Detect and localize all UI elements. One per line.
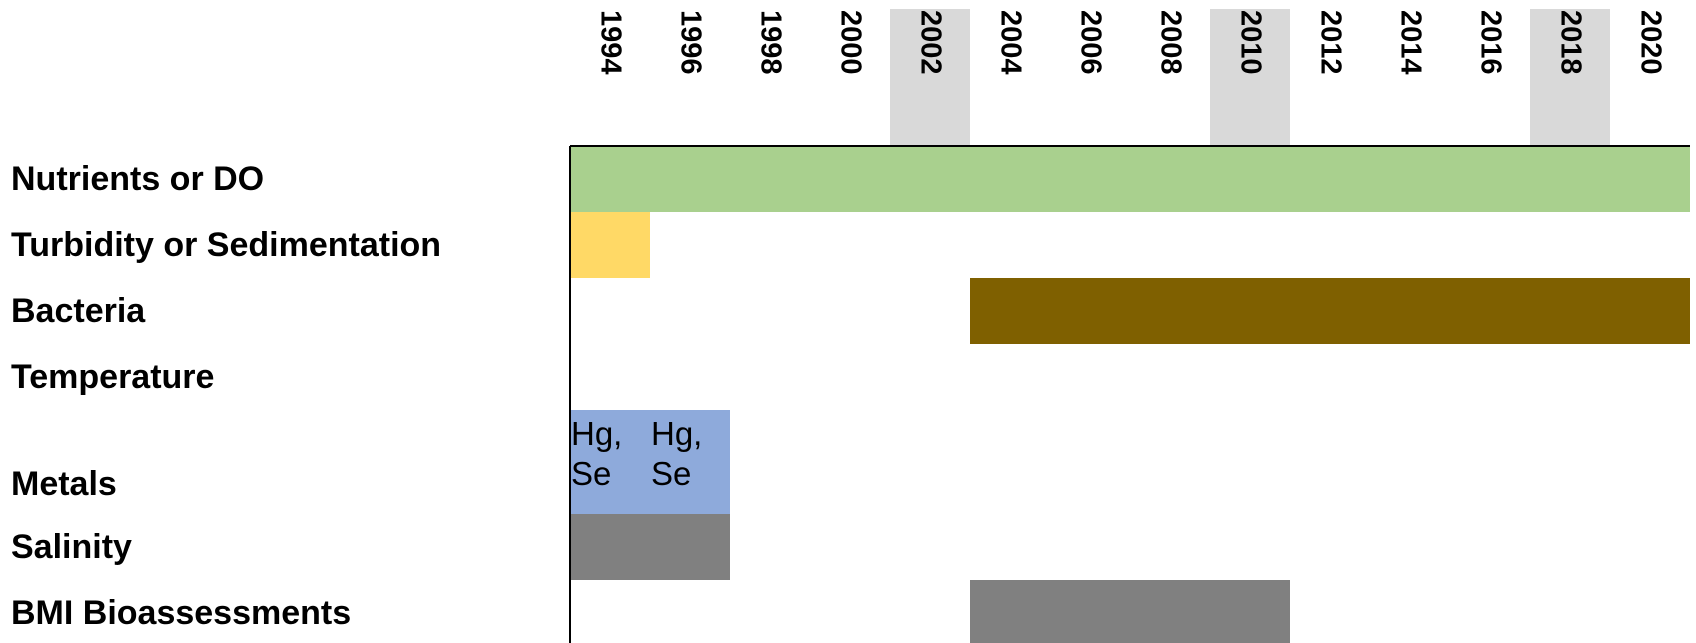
header-shade: [1210, 9, 1290, 146]
timeline-cell: [570, 410, 650, 514]
row-label: Bacteria: [11, 291, 146, 330]
timeline-cell: [650, 410, 730, 514]
timeline-cell: [1530, 278, 1610, 344]
year-label: 2002: [914, 10, 947, 75]
timeline-cell: [970, 278, 1050, 344]
year-label: 2020: [1634, 10, 1667, 75]
timeline-cell: [1210, 580, 1290, 643]
timeline-cell: [1450, 146, 1530, 212]
row-label: BMI Bioassessments: [11, 593, 352, 632]
year-label: 2016: [1474, 10, 1507, 75]
timeline-cell: [1370, 146, 1450, 212]
timeline-cell: [570, 146, 650, 212]
year-label: 1994: [594, 10, 627, 75]
timeline-cell: [650, 514, 730, 580]
row-label: Nutrients or DO: [11, 159, 265, 198]
timeline-cell: [970, 146, 1050, 212]
timeline-cell: [1530, 146, 1610, 212]
row-label: Temperature: [11, 357, 215, 396]
year-label: 2010: [1234, 10, 1267, 75]
timeline-cell: [570, 514, 650, 580]
row-label: Turbidity or Sedimentation: [11, 225, 442, 264]
timeline-cell: [970, 580, 1050, 643]
cell-text: Hg, Se: [571, 415, 623, 492]
header-shade: [890, 9, 970, 146]
row-label: Salinity: [11, 527, 132, 566]
timeline-cell: [570, 212, 650, 278]
timeline-cell: [1210, 278, 1290, 344]
timeline-cell: [1130, 278, 1210, 344]
timeline-cell: [1290, 278, 1370, 344]
timeline-cell: [1130, 580, 1210, 643]
row-label: Metals: [11, 465, 117, 503]
year-label: 1998: [754, 10, 787, 75]
timeline-cell: [1050, 146, 1130, 212]
left-border: [569, 146, 571, 643]
timeline-cell: [810, 146, 890, 212]
year-label: 1996: [674, 10, 707, 75]
timeline-cell: [1610, 146, 1690, 212]
timeline-cell: [730, 146, 810, 212]
timeline-cell: [1130, 146, 1210, 212]
timeline-cell: [1050, 278, 1130, 344]
timeline-cell: [1290, 146, 1370, 212]
top-border: [570, 145, 1690, 147]
year-label: 2006: [1074, 10, 1107, 75]
timeline-cell: [650, 146, 730, 212]
timeline-cell: [890, 146, 970, 212]
cell-text: Hg, Se: [651, 415, 703, 492]
year-label: 2014: [1394, 10, 1427, 75]
year-label: 2012: [1314, 10, 1347, 75]
timeline-cell: [1050, 580, 1130, 643]
timeline-cell: [1210, 146, 1290, 212]
year-label: 2004: [994, 10, 1027, 75]
timeline-cell: [1450, 278, 1530, 344]
header-shade: [1530, 9, 1610, 146]
timeline-cell: [1610, 278, 1690, 344]
year-label: 2000: [834, 10, 867, 75]
year-label: 2008: [1154, 10, 1187, 75]
year-label: 2018: [1554, 10, 1587, 75]
timeline-cell: [1370, 278, 1450, 344]
